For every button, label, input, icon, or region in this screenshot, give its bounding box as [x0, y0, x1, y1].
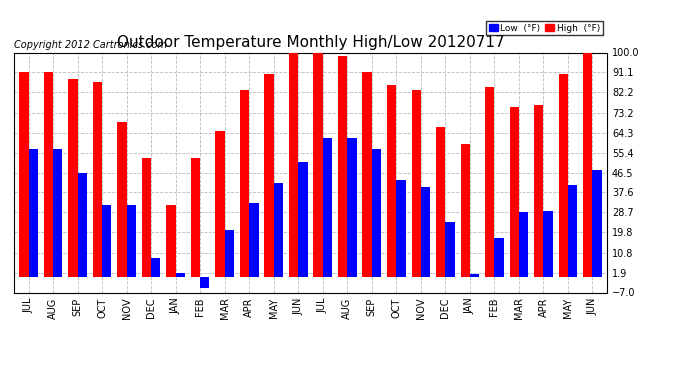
Bar	[142, 158, 151, 277]
Bar	[445, 222, 455, 277]
Bar	[77, 172, 87, 277]
Bar	[191, 158, 200, 277]
Bar	[313, 48, 323, 277]
Bar	[166, 205, 176, 277]
Bar	[28, 149, 38, 277]
Text: Copyright 2012 Cartronics.com: Copyright 2012 Cartronics.com	[14, 40, 167, 50]
Bar	[102, 205, 111, 277]
Bar	[470, 274, 479, 277]
Bar	[117, 123, 126, 277]
Bar	[534, 105, 544, 277]
Bar	[387, 85, 396, 277]
Bar	[43, 72, 53, 277]
Bar	[298, 162, 308, 277]
Bar	[485, 87, 495, 277]
Bar	[436, 126, 445, 277]
Title: Outdoor Temperature Monthly High/Low 20120717: Outdoor Temperature Monthly High/Low 201…	[117, 35, 504, 50]
Bar	[421, 187, 430, 277]
Bar	[338, 56, 347, 277]
Bar	[151, 258, 161, 277]
Bar	[495, 237, 504, 277]
Bar	[372, 149, 381, 277]
Bar	[544, 211, 553, 277]
Bar	[264, 75, 274, 277]
Bar	[249, 203, 259, 277]
Bar	[519, 212, 529, 277]
Bar	[323, 138, 332, 277]
Legend: Low  (°F), High  (°F): Low (°F), High (°F)	[486, 21, 602, 35]
Bar	[568, 185, 578, 277]
Bar	[200, 277, 210, 288]
Bar	[274, 183, 283, 277]
Bar	[53, 149, 62, 277]
Bar	[411, 90, 421, 277]
Bar	[362, 72, 372, 277]
Bar	[347, 138, 357, 277]
Bar	[19, 72, 28, 277]
Bar	[68, 80, 77, 277]
Bar	[126, 205, 136, 277]
Bar	[593, 170, 602, 277]
Bar	[240, 90, 249, 277]
Bar	[460, 144, 470, 277]
Bar	[289, 50, 298, 277]
Bar	[583, 53, 593, 277]
Bar	[215, 130, 225, 277]
Bar	[559, 74, 568, 277]
Bar	[225, 230, 234, 277]
Bar	[92, 82, 102, 277]
Bar	[396, 180, 406, 277]
Bar	[510, 108, 519, 277]
Bar	[176, 273, 185, 277]
